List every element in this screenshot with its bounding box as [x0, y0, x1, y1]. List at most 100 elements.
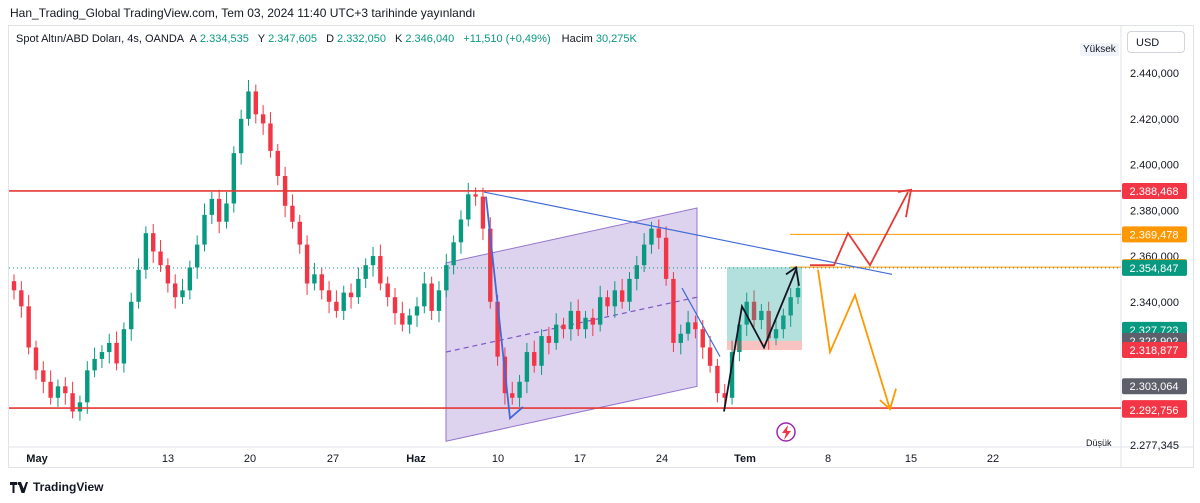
candle-body: [700, 329, 705, 348]
candle-body: [129, 301, 134, 330]
x-tick-label: 8: [825, 453, 831, 465]
chart-border: [8, 25, 1194, 468]
candle-body: [781, 315, 786, 330]
candle-body: [729, 352, 735, 398]
candle-body: [260, 114, 266, 124]
candle-body: [663, 237, 669, 279]
price-label-tag[interactable]: 2.369,478: [1122, 226, 1187, 243]
candle-body: [246, 91, 251, 119]
price-label-tag[interactable]: 2.303,064: [1122, 378, 1187, 395]
candle-body: [707, 347, 713, 366]
candle-body: [510, 393, 515, 398]
candle-body: [136, 269, 141, 302]
candle-body: [238, 118, 244, 154]
x-tick-label: 15: [905, 453, 917, 465]
candle-body: [722, 393, 727, 398]
candle-body: [363, 265, 368, 279]
candle-body: [187, 267, 193, 291]
candle-body: [165, 265, 171, 284]
price-label-bg: [1122, 226, 1187, 243]
time-axis[interactable]: May 13 20 27 Haz 10 17 24 Tem 8 15 22: [26, 453, 999, 465]
candle-body: [444, 265, 449, 291]
candle-body: [290, 205, 295, 222]
candle-body: [429, 283, 434, 311]
candle-body: [407, 315, 412, 325]
candle-body: [85, 370, 90, 403]
candle-body: [436, 290, 442, 311]
change-value: +11,510 (+0,49%): [463, 33, 551, 45]
bearish-scenario-path: [817, 269, 891, 410]
candle-body: [326, 290, 332, 302]
price-label-text: 2.388,468: [1130, 186, 1179, 198]
tradingview-logo-icon: [10, 481, 28, 493]
volume-value: 30,275K: [595, 33, 637, 45]
x-tick-label: 17: [574, 453, 586, 465]
candle-body: [143, 233, 149, 270]
lightning-event-icon[interactable]: [776, 422, 796, 442]
candle-body: [312, 274, 317, 284]
candle-body: [458, 219, 464, 243]
candle-body: [11, 281, 17, 291]
x-tick-label: 27: [327, 453, 339, 465]
candle-body: [26, 306, 31, 348]
candle-body: [370, 256, 376, 266]
candle-body: [619, 290, 625, 302]
symbol-title[interactable]: Spot Altın/ABD Doları, 4s, OANDA: [16, 33, 185, 45]
candle-body: [253, 91, 258, 115]
price-label-tag[interactable]: 2.318,877: [1122, 342, 1187, 359]
candle-body: [788, 297, 793, 316]
candle-body: [385, 283, 390, 298]
high-marker: Yüksek: [1080, 43, 1119, 56]
price-label-text: 2.292,756: [1130, 405, 1179, 417]
price-axis[interactable]: 2.440,000 2.420,000 2.400,000 2.380,000 2.36…: [1122, 68, 1187, 452]
candle-body: [202, 214, 207, 245]
candle-body: [649, 228, 654, 245]
drop-path: [485, 196, 524, 421]
candle-body: [107, 342, 112, 353]
x-tick-label: 20: [244, 453, 256, 465]
price-label-tag[interactable]: 2.388,468: [1122, 182, 1187, 199]
candle-body: [99, 352, 105, 359]
position-profit-zone[interactable]: [727, 267, 802, 341]
symbol-legend: Spot Altın/ABD Doları, 4s, OANDA A 2.334,…: [16, 33, 640, 45]
y-tick-label: 2.420,000: [1130, 114, 1179, 126]
candle-body: [55, 386, 61, 398]
candle-body: [671, 278, 676, 343]
candle-body: [334, 301, 339, 311]
candle-body: [561, 324, 566, 330]
candle-body: [180, 290, 185, 298]
candle-body: [231, 153, 237, 204]
y-tick-label: 2.340,000: [1130, 297, 1179, 309]
currency-button[interactable]: USD: [1127, 31, 1185, 53]
candle-body: [612, 290, 618, 307]
candle-body: [773, 329, 779, 339]
candle-body: [532, 352, 537, 366]
price-label-tag[interactable]: 2.292,756: [1122, 401, 1187, 418]
candle-body: [224, 203, 229, 222]
bullish-scenario-path: [810, 191, 909, 267]
candle-body: [539, 336, 544, 366]
drawings: [9, 188, 1121, 442]
candle-body: [488, 228, 493, 302]
candle-body: [517, 381, 522, 398]
candle-body: [209, 198, 215, 215]
candle-body: [19, 290, 24, 307]
candle-body: [319, 274, 324, 291]
candle-body: [114, 342, 119, 364]
candle-body: [297, 221, 302, 245]
candle-body: [634, 265, 640, 279]
arrow-head-orange: [879, 388, 897, 411]
arrow-head-black: [785, 265, 800, 286]
descending-trendline[interactable]: [483, 191, 893, 275]
price-label-tag[interactable]: 2.354,847: [1122, 259, 1187, 276]
grid: [9, 26, 1193, 467]
candle-body: [546, 336, 552, 343]
x-tick-label: May: [26, 453, 48, 465]
x-tick-label: 10: [492, 453, 504, 465]
candle-body: [48, 381, 53, 398]
candle-body: [656, 228, 661, 238]
x-tick-label: 13: [162, 453, 174, 465]
candle-body: [41, 370, 46, 382]
candle-body: [392, 297, 398, 314]
